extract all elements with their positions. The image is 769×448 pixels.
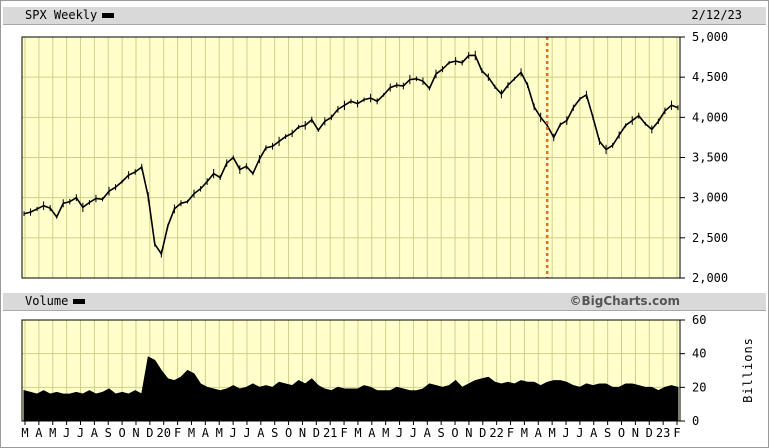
x-tick-label: O: [118, 426, 125, 440]
price-series-line: [23, 54, 679, 256]
price-header-bar: SPX Weekly 2/12/23: [3, 7, 766, 25]
price-tick-label: 5,000: [692, 30, 728, 44]
x-tick-label: 22: [489, 426, 503, 440]
price-tick-label: 2,500: [692, 231, 728, 245]
volume-plot-border: [21, 319, 681, 422]
x-tick-label: S: [271, 426, 278, 440]
x-tick-label: A: [257, 426, 265, 440]
x-tick-label: M: [216, 426, 223, 440]
x-tick-label: O: [285, 426, 292, 440]
x-tick-label: A: [590, 426, 598, 440]
x-tick-label: N: [632, 426, 639, 440]
x-tick-label: S: [105, 426, 112, 440]
x-tick-label: D: [146, 426, 153, 440]
price-tick-label: 4,000: [692, 110, 728, 124]
x-tick-label: D: [479, 426, 486, 440]
x-tick-label: O: [618, 426, 625, 440]
price-tick-label: 3,000: [692, 191, 728, 205]
series-legend-dash: [102, 13, 115, 18]
x-tick-label: F: [174, 426, 181, 440]
chart-date: 2/12/23: [691, 8, 742, 22]
x-tick-label: M: [382, 426, 389, 440]
x-tick-label: A: [202, 426, 210, 440]
x-tick-label: J: [63, 426, 70, 440]
x-tick-label: F: [673, 426, 680, 440]
x-tick-label: J: [396, 426, 403, 440]
x-tick-label: M: [549, 426, 556, 440]
volume-tick-label: 60: [692, 313, 706, 327]
x-tick-label: A: [91, 426, 99, 440]
x-tick-label: J: [229, 426, 236, 440]
x-tick-label: N: [132, 426, 139, 440]
x-tick-label: J: [77, 426, 84, 440]
x-tick-label: O: [451, 426, 458, 440]
volume-tick-label: 20: [692, 380, 706, 394]
volume-tick-label: 40: [692, 347, 706, 361]
chart-title: SPX Weekly: [25, 8, 115, 22]
price-tick-label: 4,500: [692, 70, 728, 84]
volume-title: Volume: [25, 294, 86, 308]
x-tick-label: M: [188, 426, 195, 440]
x-tick-label: A: [535, 426, 543, 440]
x-tick-label: A: [368, 426, 376, 440]
x-tick-label: D: [313, 426, 320, 440]
volume-tick-label: 0: [692, 414, 699, 428]
x-tick-label: J: [562, 426, 569, 440]
volume-header-bar: Volume ©BigCharts.com: [3, 293, 766, 311]
x-tick-label: 23: [656, 426, 670, 440]
volume-axis-label: Billions: [741, 337, 755, 403]
x-tick-label: 21: [323, 426, 337, 440]
credit-label: ©BigCharts.com: [569, 294, 680, 308]
volume-area: [23, 356, 679, 422]
x-tick-label: F: [340, 426, 347, 440]
x-tick-label: A: [424, 426, 432, 440]
x-tick-label: M: [49, 426, 56, 440]
x-tick-label: S: [438, 426, 445, 440]
x-tick-label: M: [521, 426, 528, 440]
x-tick-label: J: [576, 426, 583, 440]
volume-legend-dash: [73, 299, 86, 304]
price-tick-label: 3,500: [692, 151, 728, 165]
x-tick-label: M: [354, 426, 361, 440]
x-tick-label: M: [21, 426, 28, 440]
x-tick-label: F: [507, 426, 514, 440]
x-tick-label: S: [604, 426, 611, 440]
x-tick-label: J: [243, 426, 250, 440]
x-tick-label: D: [646, 426, 653, 440]
x-tick-label: A: [35, 426, 43, 440]
x-tick-label: N: [465, 426, 472, 440]
price-tick-label: 2,000: [692, 271, 728, 285]
x-tick-label: 20: [156, 426, 170, 440]
x-tick-label: J: [410, 426, 417, 440]
x-tick-label: N: [299, 426, 306, 440]
